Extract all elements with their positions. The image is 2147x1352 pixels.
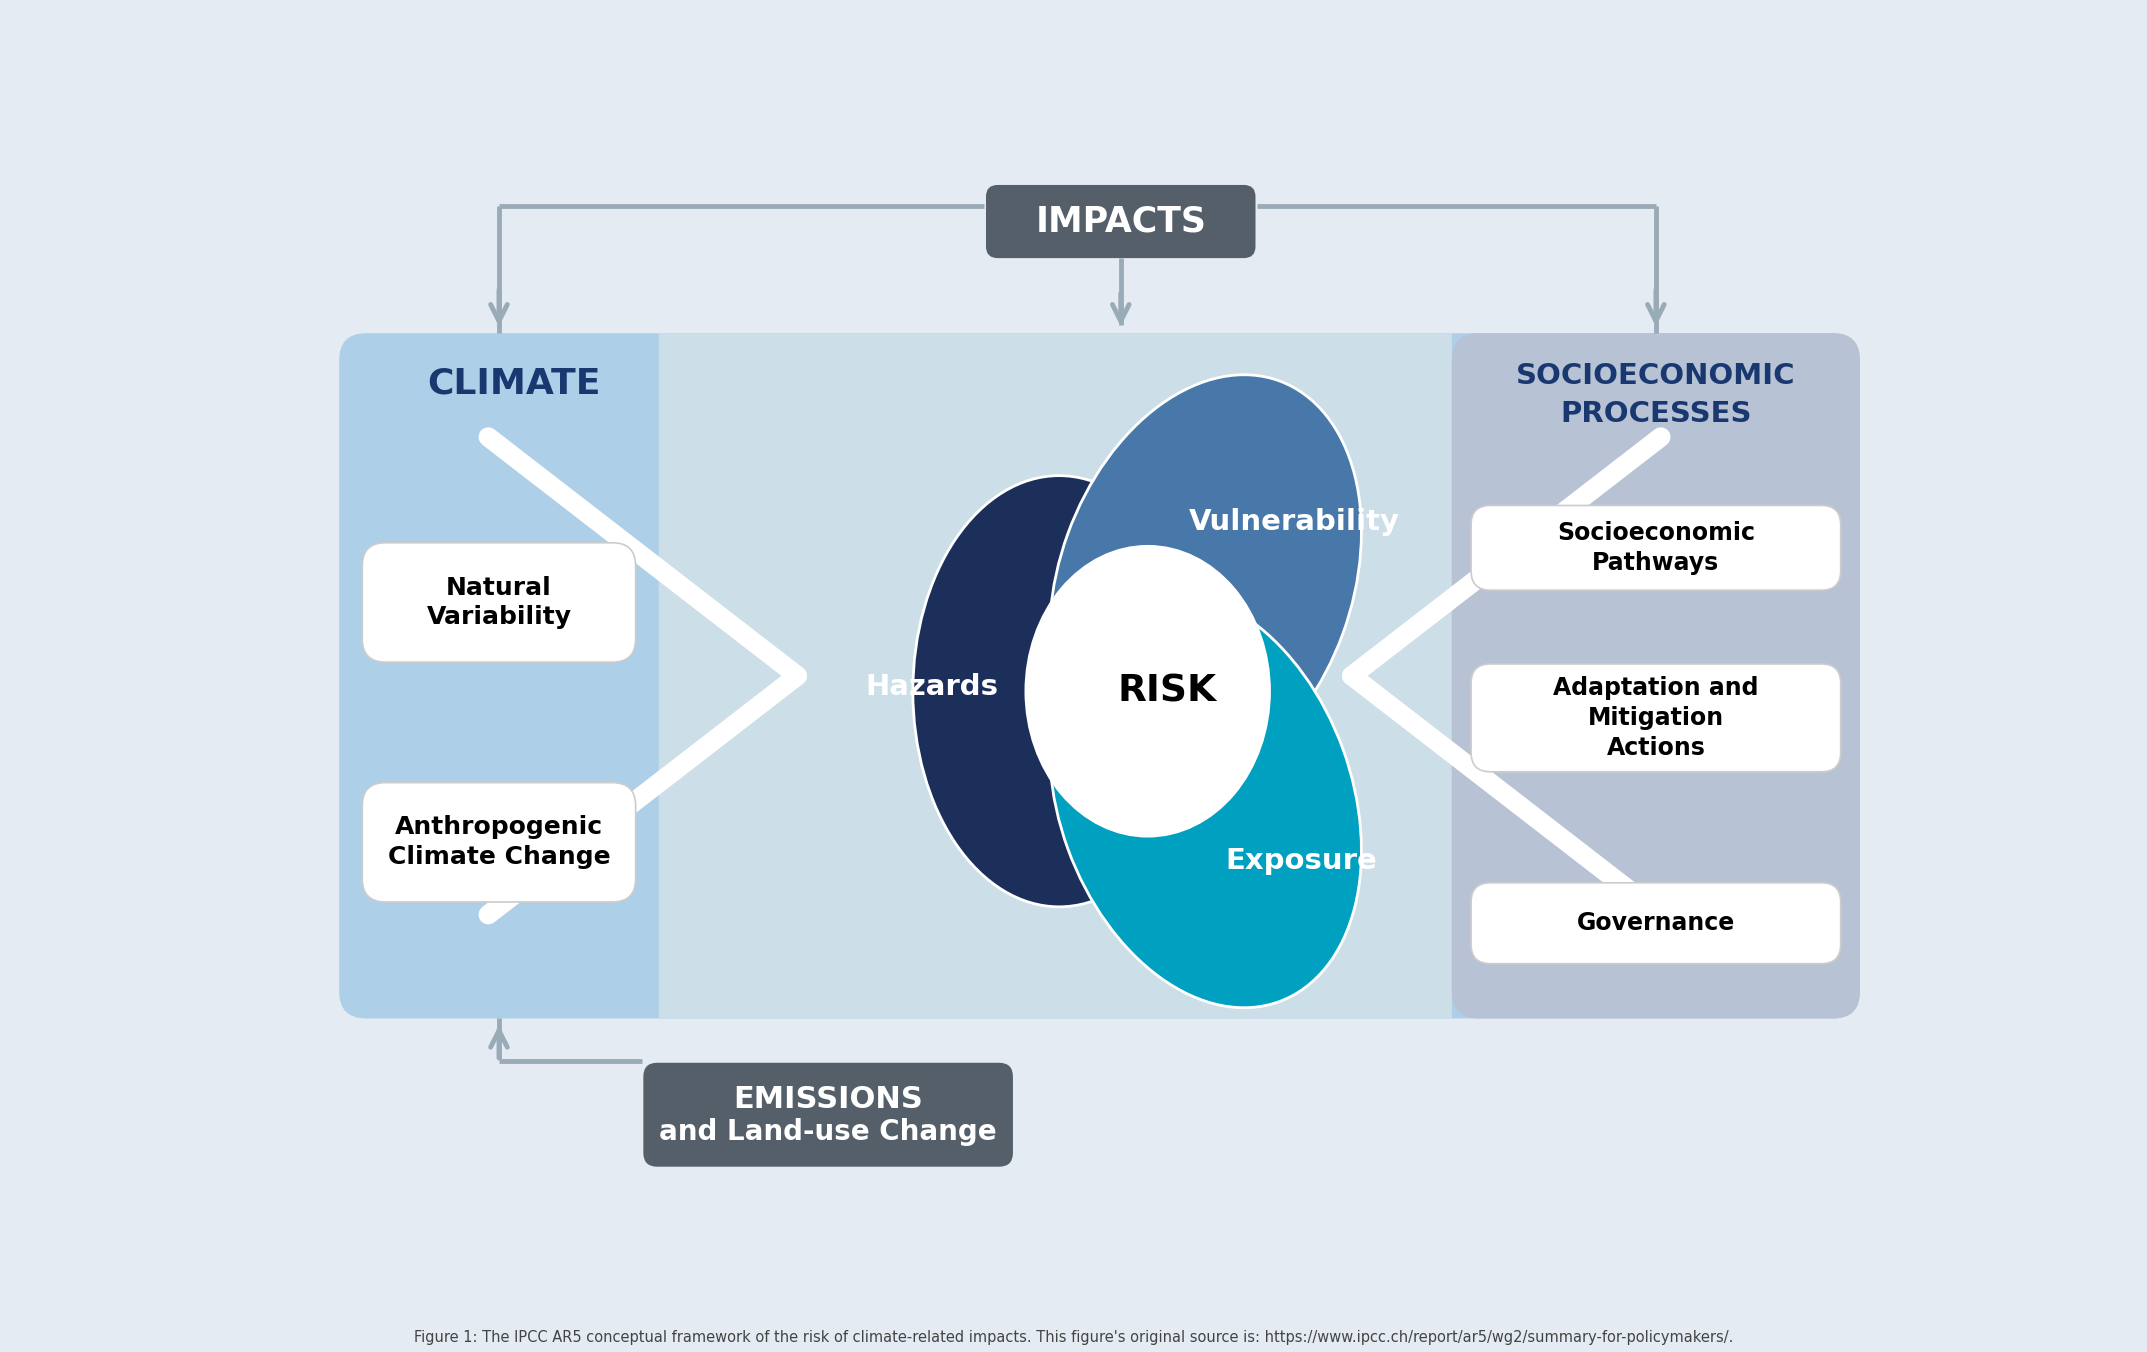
Text: RISK: RISK [1116, 673, 1217, 710]
Text: Hazards: Hazards [865, 673, 998, 702]
Text: CLIMATE: CLIMATE [427, 366, 601, 400]
FancyBboxPatch shape [1471, 664, 1840, 772]
Ellipse shape [1050, 375, 1361, 792]
FancyBboxPatch shape [363, 542, 636, 662]
Text: EMISSIONS: EMISSIONS [734, 1084, 923, 1114]
Text: PROCESSES: PROCESSES [1561, 400, 1752, 429]
FancyBboxPatch shape [363, 783, 636, 902]
Text: Socioeconomic
Pathways: Socioeconomic Pathways [1557, 521, 1754, 575]
Text: Figure 1: The IPCC AR5 conceptual framework of the risk of climate-related impac: Figure 1: The IPCC AR5 conceptual framew… [414, 1330, 1733, 1345]
Ellipse shape [1024, 545, 1271, 837]
FancyBboxPatch shape [1451, 333, 1859, 1018]
Text: Exposure: Exposure [1226, 846, 1378, 875]
Text: Vulnerability: Vulnerability [1189, 508, 1400, 535]
FancyBboxPatch shape [659, 333, 1451, 1018]
FancyBboxPatch shape [1471, 883, 1840, 964]
Ellipse shape [1050, 591, 1361, 1007]
Text: Natural
Variability: Natural Variability [427, 576, 571, 629]
Text: Governance: Governance [1576, 911, 1735, 936]
FancyBboxPatch shape [339, 333, 1859, 1018]
Text: Adaptation and
Mitigation
Actions: Adaptation and Mitigation Actions [1552, 676, 1758, 760]
Text: IMPACTS: IMPACTS [1035, 204, 1207, 238]
Text: and Land-use Change: and Land-use Change [659, 1118, 996, 1145]
Text: SOCIOECONOMIC: SOCIOECONOMIC [1516, 361, 1795, 389]
Ellipse shape [912, 476, 1204, 907]
FancyBboxPatch shape [1471, 506, 1840, 591]
FancyBboxPatch shape [985, 185, 1256, 258]
FancyBboxPatch shape [644, 1063, 1013, 1167]
Text: Anthropogenic
Climate Change: Anthropogenic Climate Change [389, 815, 610, 869]
